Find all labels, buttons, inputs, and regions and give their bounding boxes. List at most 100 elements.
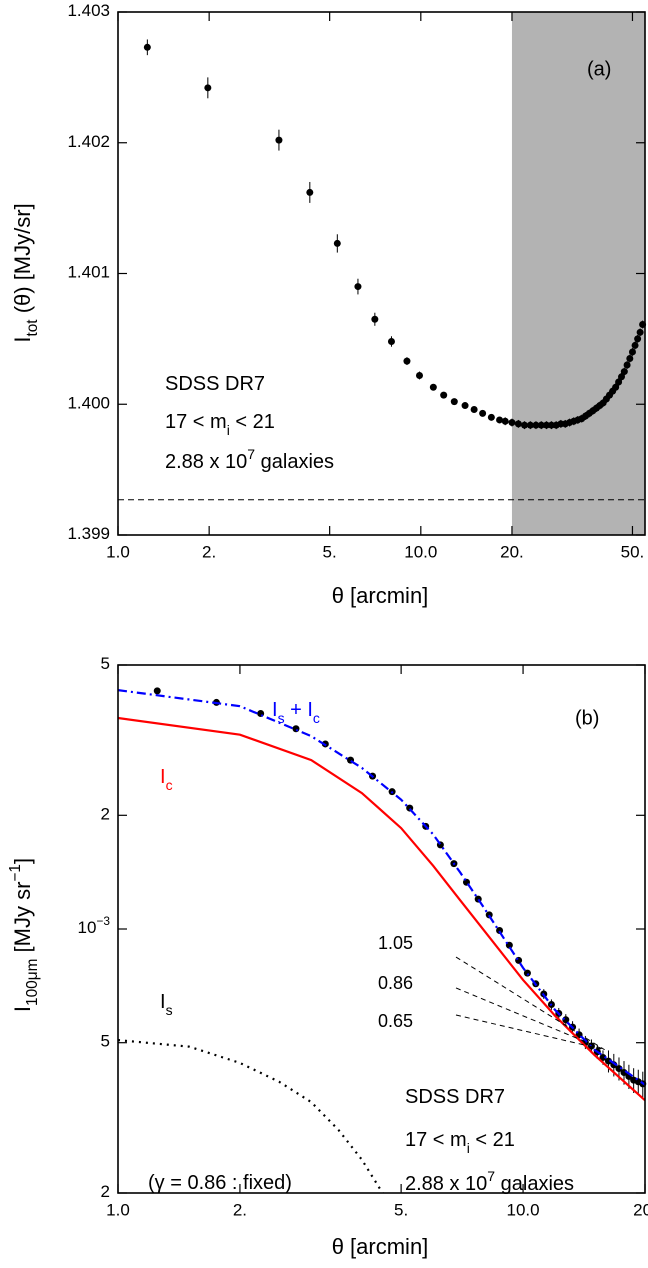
text-part: c xyxy=(166,777,173,793)
text-part: s xyxy=(166,1002,173,1018)
slope-guide xyxy=(455,956,605,1051)
text-part: I xyxy=(160,766,166,788)
text-part: 100μm xyxy=(24,959,41,1006)
x-tick-label: 10.0 xyxy=(507,1200,540,1219)
data-point xyxy=(153,687,161,695)
text-part: 17 < m xyxy=(405,1129,467,1151)
text-part: i xyxy=(227,422,230,438)
data-point xyxy=(631,341,639,349)
data-point xyxy=(514,420,522,428)
slope-label: 0.65 xyxy=(378,1011,413,1031)
data-point xyxy=(275,136,283,144)
plot-frame xyxy=(117,11,646,536)
tick-sup: −3 xyxy=(96,914,110,928)
tick-text: 5 xyxy=(101,654,110,673)
data-point xyxy=(333,239,341,247)
y-tick-label: 5 xyxy=(101,1032,110,1051)
y-tick-label: 1.400 xyxy=(67,394,110,413)
x-tick-label: 50. xyxy=(621,542,645,561)
tick-text: 1.400 xyxy=(67,394,110,413)
annotation: SDSS DR7 xyxy=(165,373,265,395)
text-part: i xyxy=(467,1140,470,1156)
x-tick-label: 2. xyxy=(233,1200,247,1219)
text-part: 7 xyxy=(247,446,255,462)
tick-text: 2 xyxy=(101,1182,110,1201)
data-point xyxy=(542,421,550,429)
x-tick-label: 2. xyxy=(202,542,216,561)
data-point xyxy=(612,383,620,391)
data-point xyxy=(403,357,411,365)
series-label: Is + Ic xyxy=(272,699,320,725)
x-tick-label: 1.0 xyxy=(106,1200,130,1219)
x-tick-label: 5. xyxy=(323,542,337,561)
data-point xyxy=(496,926,504,934)
slope-guide xyxy=(455,987,605,1051)
data-point xyxy=(626,354,634,362)
data-point xyxy=(354,283,362,291)
data-point xyxy=(479,409,487,417)
x-axis-label: θ [arcmin] xyxy=(332,1234,429,1259)
annotation: (γ = 0.86 : fixed) xyxy=(148,1172,292,1194)
slope-guide xyxy=(455,1014,605,1051)
text-part: SDSS DR7 xyxy=(405,1086,505,1108)
data-point xyxy=(604,1057,612,1065)
data-point xyxy=(440,391,448,399)
y-tick-label: 1.399 xyxy=(67,524,110,543)
annotation: 17 < mi < 21 xyxy=(165,411,275,437)
data-point xyxy=(496,416,504,424)
data-point xyxy=(429,383,437,391)
text-part: I xyxy=(10,1006,35,1012)
tick-text: 1.401 xyxy=(67,263,110,282)
text-part: I xyxy=(160,991,166,1013)
panel-label: (b) xyxy=(575,707,599,729)
y-axis-label: I100μm [MJy sr−1] xyxy=(7,858,41,1012)
data-point xyxy=(526,421,534,429)
x-tick-label: 20. xyxy=(633,1200,648,1219)
data-point xyxy=(508,419,516,427)
text-part: tot xyxy=(24,319,41,337)
text-part: galaxies xyxy=(255,451,334,473)
annotation: SDSS DR7 xyxy=(405,1086,505,1108)
slope-label: 1.05 xyxy=(378,933,413,953)
data-point xyxy=(257,710,265,718)
data-point xyxy=(450,398,458,406)
data-point xyxy=(636,328,644,336)
data-point xyxy=(520,421,528,429)
y-tick-label: 1.403 xyxy=(67,1,110,20)
annotation: 17 < mi < 21 xyxy=(405,1129,515,1155)
text-part: −1 xyxy=(7,864,24,882)
text-part: < 21 xyxy=(230,411,275,433)
data-point xyxy=(461,402,469,410)
x-tick-label: 10.0 xyxy=(404,542,437,561)
data-point xyxy=(487,413,495,421)
tick-text: 1.399 xyxy=(67,524,110,543)
y-tick-label: 2 xyxy=(101,1182,110,1201)
text-part: I xyxy=(10,337,35,343)
text-part: [MJy sr xyxy=(10,882,35,959)
data-point xyxy=(387,337,395,345)
data-point xyxy=(470,405,478,413)
data-point xyxy=(537,421,545,429)
data-point xyxy=(292,725,300,733)
annotation: 2.88 x 107 galaxies xyxy=(405,1168,574,1196)
data-point xyxy=(634,335,642,343)
text-part: 2.88 x 10 xyxy=(405,1173,487,1195)
data-point xyxy=(599,1053,607,1061)
data-point xyxy=(620,368,628,376)
data-point xyxy=(615,378,623,386)
tick-text: 1.403 xyxy=(67,1,110,20)
data-point xyxy=(306,188,314,196)
data-point xyxy=(628,348,636,356)
slope-label: 0.86 xyxy=(378,973,413,993)
series-label: Is xyxy=(160,991,173,1017)
data-point xyxy=(532,421,540,429)
text-part: 17 < m xyxy=(165,411,227,433)
data-point xyxy=(618,373,626,381)
y-tick-label: 5 xyxy=(101,654,110,673)
data-point xyxy=(143,43,151,51)
x-tick-label: 5. xyxy=(394,1200,408,1219)
text-part: θ [arcmin] xyxy=(332,1234,429,1259)
panel-label: (a) xyxy=(587,58,611,80)
tick-text: 2 xyxy=(101,805,110,824)
